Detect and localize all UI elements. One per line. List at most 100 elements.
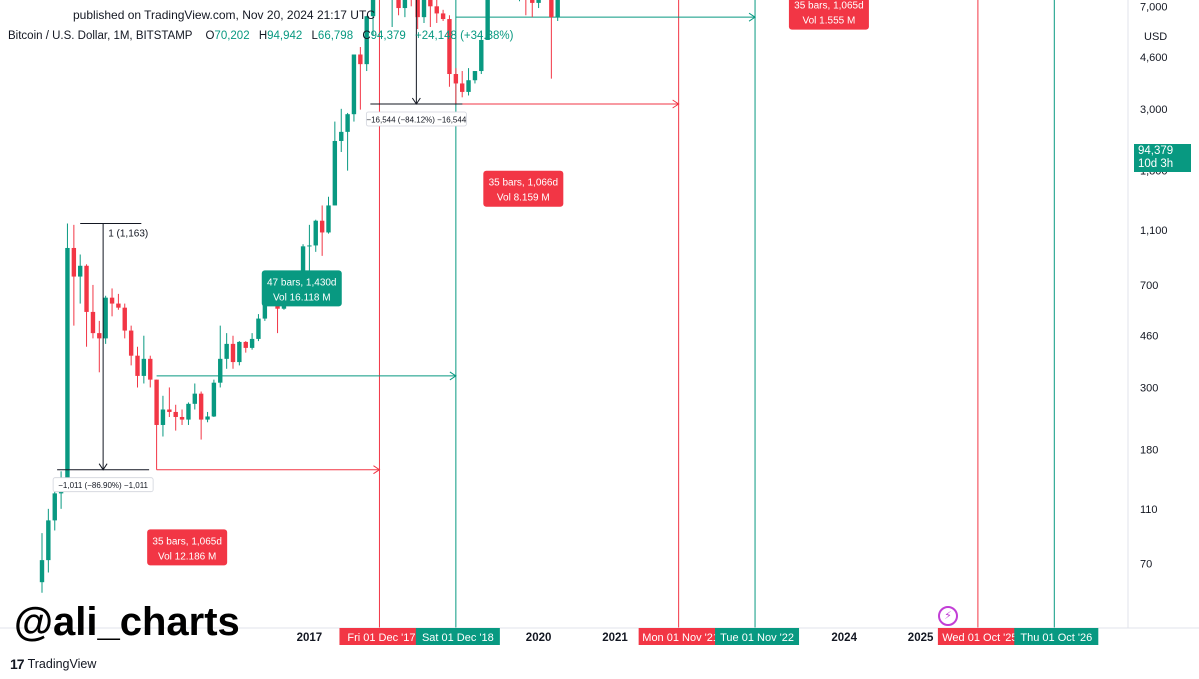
y-tick-5: 700 — [1140, 280, 1158, 292]
candle-body-46 — [332, 140, 338, 206]
candle-body-78 — [536, 0, 541, 3]
candlestick-series — [39, 0, 560, 593]
candle-body-47 — [339, 131, 344, 141]
drawdown-measures: −1,011 (−86.90%) −1,011 −16,544 (−84.12%)… — [52, 0, 467, 493]
date-tag-0: Fri 01 Dec '17 — [347, 632, 415, 644]
date-tag-bg-5 — [1014, 628, 1099, 645]
candle-body-41 — [300, 246, 306, 278]
date-tag-bg-2 — [638, 628, 723, 645]
range-box-vol-1: Vol 16.118 M — [273, 292, 331, 303]
range-box-4 — [788, 0, 869, 30]
candle-body-33 — [249, 338, 255, 348]
candle-body-61 — [428, 0, 433, 7]
candle-body-11 — [109, 297, 115, 304]
candle-body-48 — [345, 114, 350, 132]
candle-body-14 — [128, 330, 134, 356]
author-watermark: @ali_charts — [14, 600, 240, 644]
candle-body-56 — [396, 0, 401, 9]
currency-label: USD — [1144, 31, 1167, 43]
candle-body-5 — [71, 247, 77, 277]
y-tick-1: 110 — [1140, 504, 1158, 516]
symbol-legend: Bitcoin / U.S. Dollar, 1M, BITSTAMP O70,… — [8, 30, 519, 42]
candle-body-29 — [224, 343, 229, 359]
time-axis[interactable]: 2017 2020 2021 2024 2025 Fri 01 Dec '17 Sat 01… — [0, 627, 1199, 645]
candle-body-16 — [141, 358, 147, 376]
x-label-3: 2024 — [831, 632, 857, 644]
range-box-vol-4: Vol 1.555 M — [803, 16, 856, 27]
range-box-2 — [483, 170, 564, 207]
range-box-1 — [261, 270, 342, 307]
candle-body-12 — [116, 303, 121, 308]
date-tag-4: Wed 01 Oct '25 — [942, 632, 1017, 644]
x-label-4: 2025 — [908, 632, 934, 644]
drawdown-box-1 — [365, 111, 467, 127]
range-box-bars-1: 47 bars, 1,430d — [267, 277, 337, 288]
fib-extension-levels: 1 (1,163)2.272 (15,426)1 (19,666)1.618 (… — [80, 222, 148, 239]
candle-body-50 — [358, 54, 363, 65]
candle-body-23 — [186, 403, 191, 420]
candle-body-62 — [434, 6, 439, 14]
y-tick-0: 70 — [1140, 559, 1152, 571]
x-label-2: 2021 — [602, 632, 628, 644]
candle-body-22 — [179, 416, 185, 420]
range-box-bars-0: 35 bars, 1,065d — [152, 536, 222, 547]
y-tick-2: 180 — [1140, 444, 1158, 456]
bar-countdown: 10d 3h — [1138, 158, 1174, 170]
arrow-head-3 — [748, 12, 756, 22]
candle-body-10 — [103, 297, 108, 339]
candle-body-70 — [485, 0, 490, 40]
range-box-bars-4: 35 bars, 1,065d — [794, 1, 864, 12]
projection-arrows — [156, 12, 756, 475]
candle-body-26 — [205, 416, 210, 420]
low-label: L — [311, 30, 318, 42]
tv-logo-icon: 17 — [10, 656, 25, 672]
candle-body-27 — [211, 382, 217, 417]
candle-body-18 — [154, 379, 159, 425]
candle-body-80 — [549, 0, 554, 18]
arrow-head-1 — [449, 371, 457, 381]
candle-body-43 — [313, 220, 318, 246]
y-tick-8: 3,000 — [1140, 104, 1168, 116]
candle-body-8 — [90, 311, 96, 334]
date-tag-2: Mon 01 Nov '21 — [642, 632, 719, 644]
candle-body-59 — [415, 0, 420, 18]
range-box-0 — [147, 529, 228, 566]
high-value: 94,942 — [267, 30, 303, 42]
candle-body-21 — [173, 411, 178, 417]
candle-body-51 — [364, 16, 369, 65]
date-tag-1: Sat 01 Dec '18 — [422, 632, 494, 644]
candle-body-60 — [421, 0, 427, 18]
candle-body-17 — [148, 358, 153, 380]
close-value: 94,379 — [370, 30, 406, 42]
candle-body-2 — [52, 493, 57, 521]
date-range-boxes: 35 bars, 1,065d Vol 12.186 M 47 bars, 1,43… — [147, 0, 869, 566]
close-label: C — [362, 30, 371, 42]
change-value: +24,148 (+34.38%) — [415, 30, 514, 42]
candle-body-32 — [243, 341, 248, 348]
candle-body-15 — [135, 355, 140, 376]
price-axis[interactable]: USD701101803004607001,1001,8003,0004,600… — [1127, 0, 1180, 628]
candle-body-7 — [84, 265, 89, 312]
open-label: O — [205, 30, 215, 42]
candle-body-69 — [479, 39, 484, 72]
low-value: 66,798 — [317, 30, 354, 42]
candle-body-81 — [555, 0, 560, 18]
date-tag-3: Tue 01 Nov '22 — [720, 632, 794, 644]
x-label-1: 2020 — [526, 632, 552, 644]
candle-body-1 — [46, 520, 51, 561]
date-tag-5: Thu 01 Oct '26 — [1020, 632, 1092, 644]
vertical-time-lines — [378, 0, 1055, 628]
candle-body-49 — [351, 54, 357, 115]
candle-body-64 — [447, 19, 452, 75]
tradingview-logo[interactable]: 17 TradingView — [10, 656, 96, 672]
candle-body-25 — [198, 393, 204, 420]
date-tag-bg-3 — [715, 628, 800, 645]
candle-body-19 — [160, 409, 166, 425]
y-tick-4: 460 — [1140, 331, 1158, 343]
candle-body-67 — [466, 80, 471, 92]
arrow-head-2 — [672, 99, 680, 109]
lightning-icon[interactable]: ⚡ — [938, 606, 958, 626]
candle-body-77 — [530, 0, 535, 3]
candle-body-31 — [237, 341, 242, 363]
